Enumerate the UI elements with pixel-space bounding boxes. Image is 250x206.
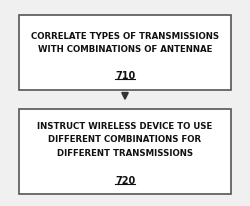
Text: CORRELATE TYPES OF TRANSMISSIONS: CORRELATE TYPES OF TRANSMISSIONS <box>31 32 219 40</box>
FancyBboxPatch shape <box>19 16 231 91</box>
FancyBboxPatch shape <box>19 109 231 194</box>
Text: DIFFERENT TRANSMISSIONS: DIFFERENT TRANSMISSIONS <box>57 148 193 157</box>
Text: 710: 710 <box>115 71 135 81</box>
Text: WITH COMBINATIONS OF ANTENNAE: WITH COMBINATIONS OF ANTENNAE <box>38 45 212 54</box>
Text: INSTRUCT WIRELESS DEVICE TO USE: INSTRUCT WIRELESS DEVICE TO USE <box>38 121 212 130</box>
Text: DIFFERENT COMBINATIONS FOR: DIFFERENT COMBINATIONS FOR <box>48 135 202 144</box>
Text: 720: 720 <box>115 175 135 185</box>
